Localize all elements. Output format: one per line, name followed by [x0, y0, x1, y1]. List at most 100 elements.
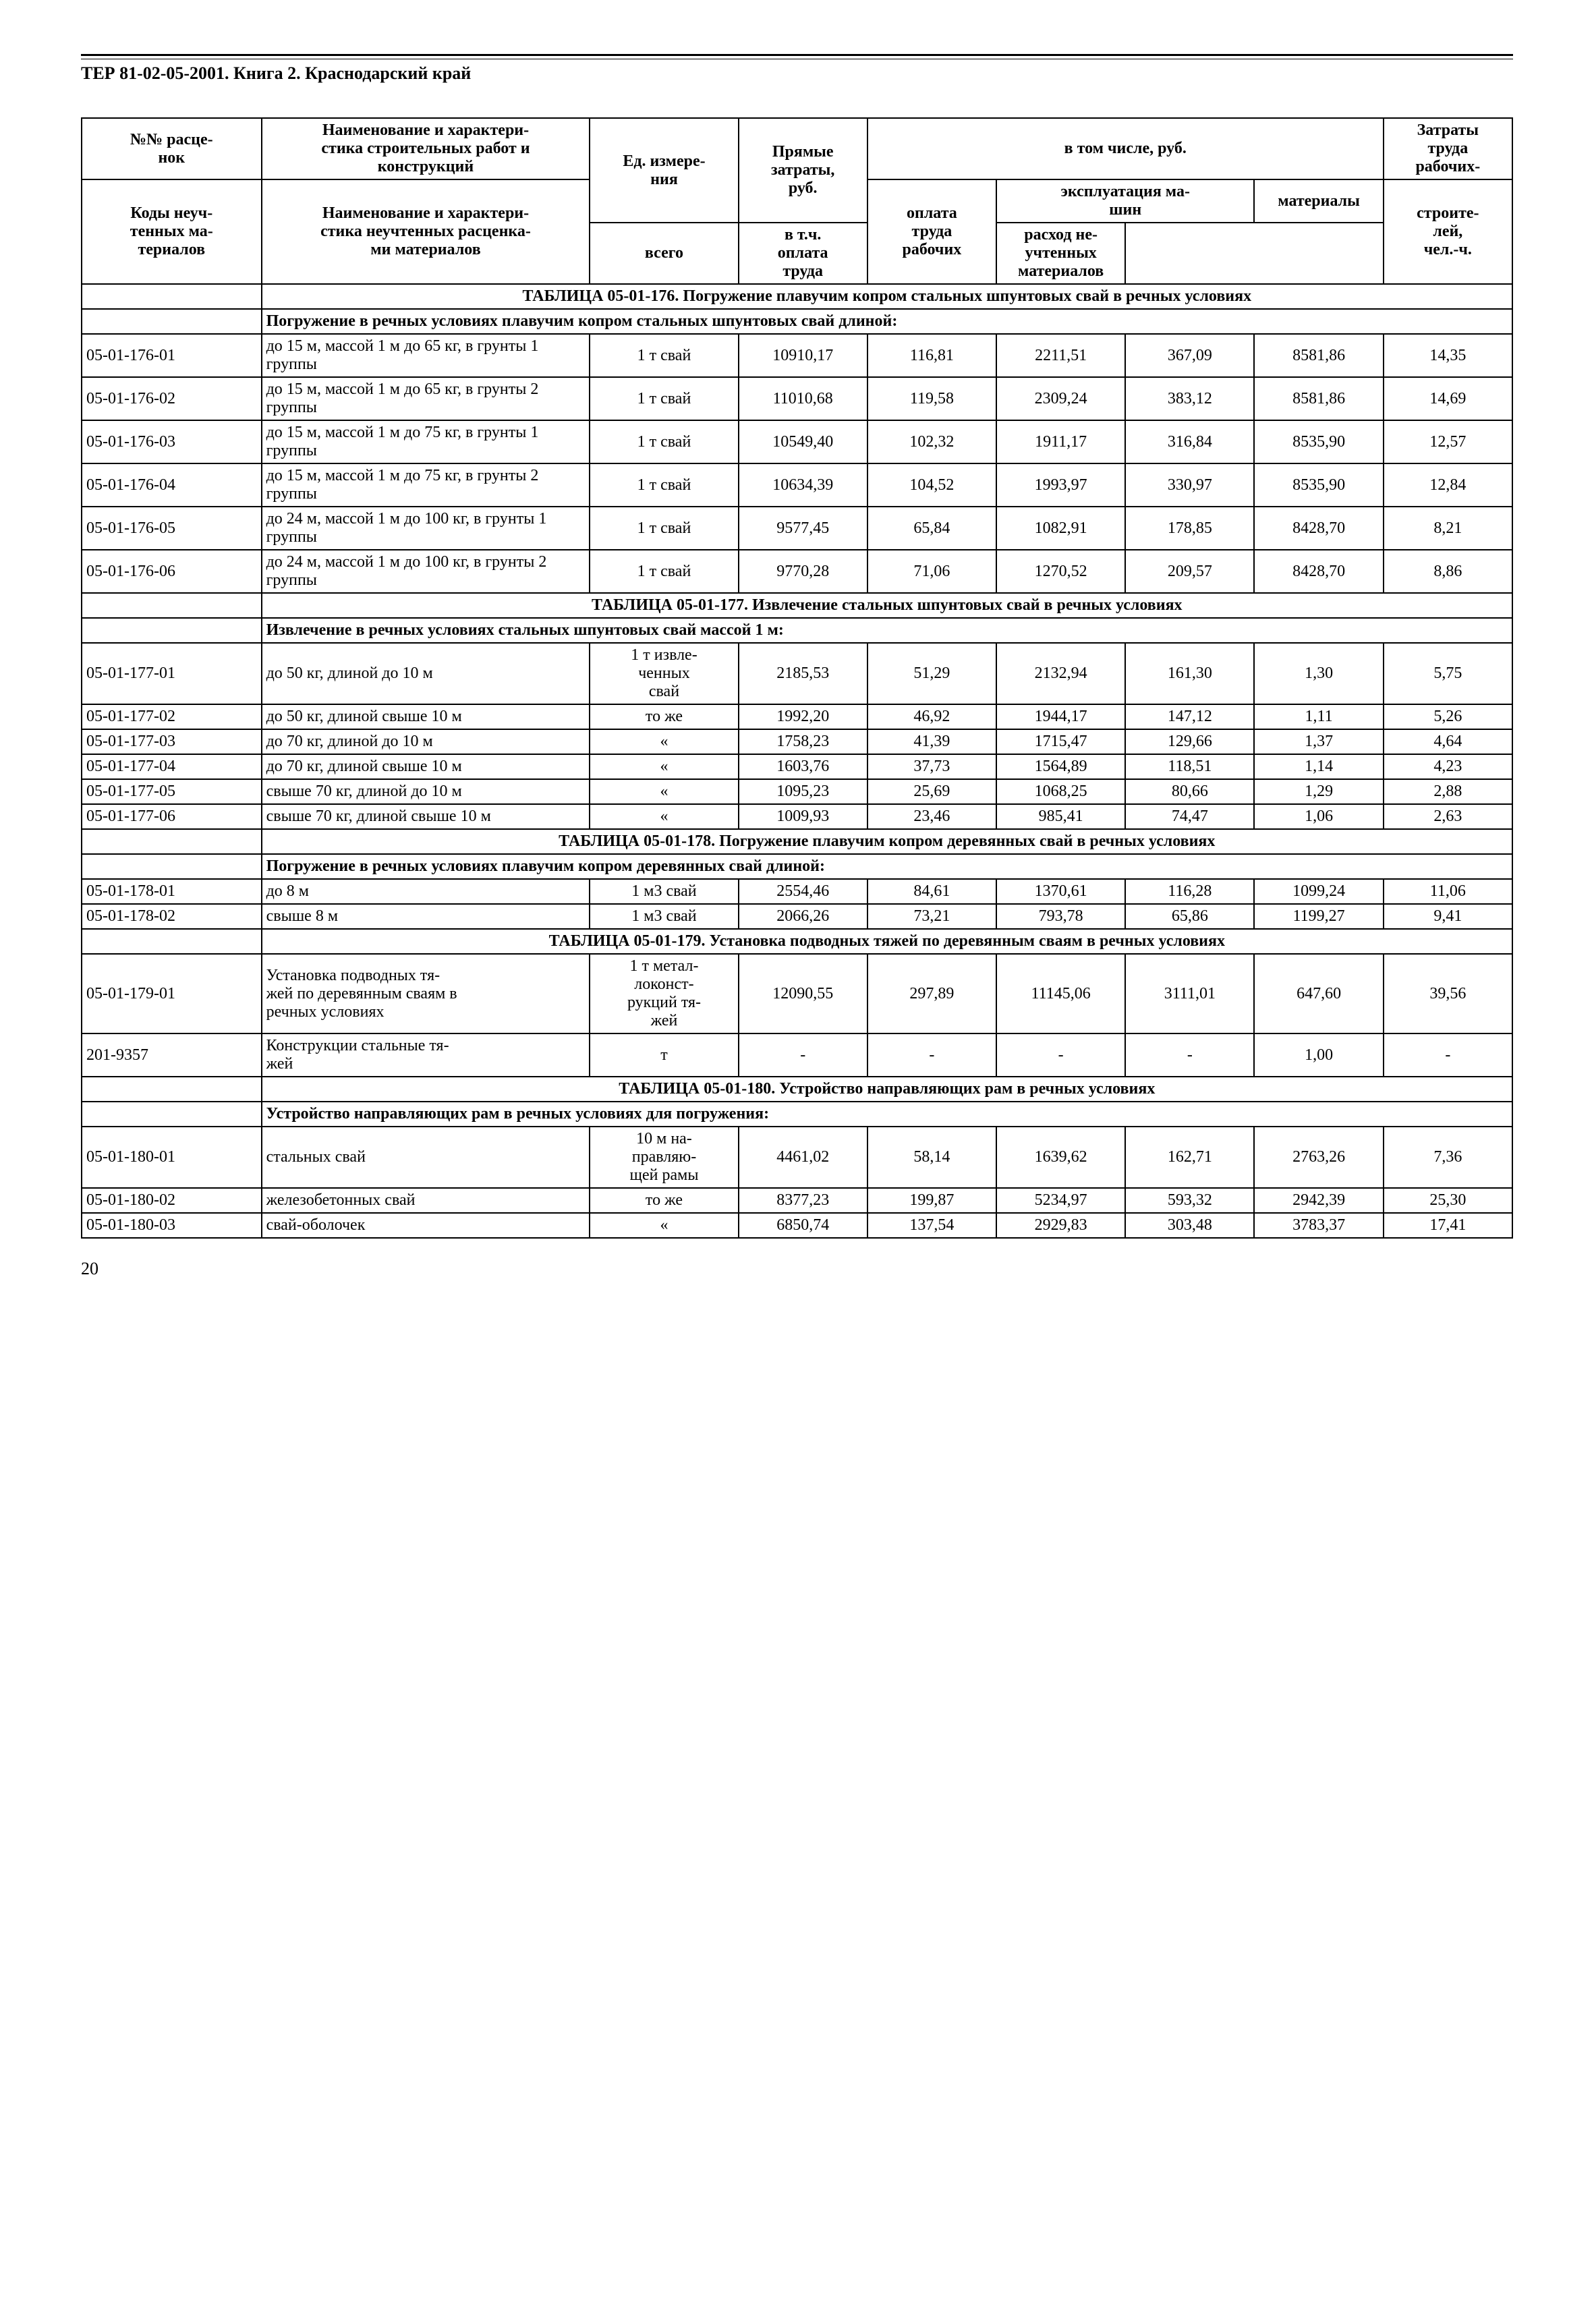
table-row: 05-01-176-02до 15 м, массой 1 м до 65 кг…	[82, 377, 1512, 420]
cell-value: 1993,97	[996, 463, 1125, 507]
table-row: 05-01-180-01стальных свай10 м на-правляю…	[82, 1127, 1512, 1188]
table-row: 05-01-177-01до 50 кг, длиной до 10 м1 т …	[82, 643, 1512, 704]
cell-value: 1715,47	[996, 729, 1125, 754]
h-code-a: №№ расце-нок	[82, 118, 262, 179]
cell-value: 12090,55	[739, 954, 867, 1033]
cell-value: 25,69	[867, 779, 996, 804]
cell-value: 1,06	[1254, 804, 1383, 829]
cell-value: 137,54	[867, 1213, 996, 1238]
cell-code: 05-01-180-01	[82, 1127, 262, 1188]
section-title: ТАБЛИЦА 05-01-179. Установка подводных т…	[262, 929, 1512, 954]
cell-value: 2132,94	[996, 643, 1125, 704]
section-title: ТАБЛИЦА 05-01-180. Устройство направляющ…	[262, 1077, 1512, 1102]
cell-value: 8428,70	[1254, 550, 1383, 593]
table-row: 05-01-177-06свыше 70 кг, длиной свыше 10…	[82, 804, 1512, 829]
cell-value: 39,56	[1384, 954, 1512, 1033]
cell-value: 1270,52	[996, 550, 1125, 593]
cell-value: 129,66	[1125, 729, 1254, 754]
cell-value: 14,69	[1384, 377, 1512, 420]
cell-desc: свыше 70 кг, длиной до 10 м	[262, 779, 590, 804]
h-labor-b: строите-лей,чел.-ч.	[1384, 179, 1512, 284]
table-row: 05-01-177-04до 70 кг, длиной свыше 10 м«…	[82, 754, 1512, 779]
cell-desc: Установка подводных тя-жей по деревянным…	[262, 954, 590, 1033]
cell-unit: «	[590, 729, 738, 754]
cell-value: 1199,27	[1254, 904, 1383, 929]
table-header: №№ расце-нок Наименование и характери-ст…	[82, 118, 1512, 284]
table-row: 05-01-176-01до 15 м, массой 1 м до 65 кг…	[82, 334, 1512, 377]
cell-code: 05-01-176-02	[82, 377, 262, 420]
cell-desc: до 24 м, массой 1 м до 100 кг, в грунты …	[262, 507, 590, 550]
cell-desc: до 15 м, массой 1 м до 75 кг, в грунты 2…	[262, 463, 590, 507]
cell-value: 1,00	[1254, 1033, 1383, 1077]
cell-value: 1603,76	[739, 754, 867, 779]
cell-value: 37,73	[867, 754, 996, 779]
cell-value: 73,21	[867, 904, 996, 929]
table-body: ТАБЛИЦА 05-01-176. Погружение плавучим к…	[82, 284, 1512, 1238]
table-row: 05-01-180-03свай-оболочек«6850,74137,542…	[82, 1213, 1512, 1238]
cell-code: 05-01-177-05	[82, 779, 262, 804]
cell-value: 7,36	[1384, 1127, 1512, 1188]
h-exp-group: эксплуатация ма-шин	[996, 179, 1254, 223]
cell-unit: «	[590, 1213, 738, 1238]
section-empty-cell	[82, 854, 262, 879]
cell-desc: до 24 м, массой 1 м до 100 кг, в грунты …	[262, 550, 590, 593]
cell-value: 1,14	[1254, 754, 1383, 779]
cell-value: 80,66	[1125, 779, 1254, 804]
cell-desc: стальных свай	[262, 1127, 590, 1188]
cell-value: 58,14	[867, 1127, 996, 1188]
cell-desc: до 70 кг, длиной свыше 10 м	[262, 754, 590, 779]
cell-desc: до 50 кг, длиной до 10 м	[262, 643, 590, 704]
cell-value: 8581,86	[1254, 334, 1383, 377]
cell-value: 2211,51	[996, 334, 1125, 377]
cell-value: 647,60	[1254, 954, 1383, 1033]
table-row: 05-01-178-02свыше 8 м1 м3 свай2066,2673,…	[82, 904, 1512, 929]
cell-code: 05-01-180-02	[82, 1188, 262, 1213]
h-desc-b: Наименование и характери-стика неучтенны…	[262, 179, 590, 284]
cell-unit: «	[590, 804, 738, 829]
cell-desc: до 15 м, массой 1 м до 65 кг, в грунты 1…	[262, 334, 590, 377]
cell-value: 1095,23	[739, 779, 867, 804]
cell-value: 593,32	[1125, 1188, 1254, 1213]
cell-value: 104,52	[867, 463, 996, 507]
cell-value: 84,61	[867, 879, 996, 904]
cell-value: 2,63	[1384, 804, 1512, 829]
cell-code: 05-01-176-01	[82, 334, 262, 377]
cell-code: 05-01-176-06	[82, 550, 262, 593]
cell-value: 5,26	[1384, 704, 1512, 729]
cell-code: 05-01-176-03	[82, 420, 262, 463]
cell-value: 11145,06	[996, 954, 1125, 1033]
cell-unit: «	[590, 754, 738, 779]
table-row: 05-01-176-06до 24 м, массой 1 м до 100 к…	[82, 550, 1512, 593]
cell-value: 1564,89	[996, 754, 1125, 779]
cell-value: 2763,26	[1254, 1127, 1383, 1188]
cell-value: 116,81	[867, 334, 996, 377]
cell-value: 297,89	[867, 954, 996, 1033]
cell-value: 8377,23	[739, 1188, 867, 1213]
h-labor-a: Затратытрударабочих-	[1384, 118, 1512, 179]
cell-value: -	[739, 1033, 867, 1077]
cell-code: 05-01-177-02	[82, 704, 262, 729]
cell-unit: 10 м на-правляю-щей рамы	[590, 1127, 738, 1188]
cell-value: 4461,02	[739, 1127, 867, 1188]
cell-value: 25,30	[1384, 1188, 1512, 1213]
cell-value: 330,97	[1125, 463, 1254, 507]
cell-value: -	[1125, 1033, 1254, 1077]
cell-value: 41,39	[867, 729, 996, 754]
cell-value: 1,29	[1254, 779, 1383, 804]
header-rule	[81, 54, 1513, 59]
cell-value: 71,06	[867, 550, 996, 593]
cell-unit: т	[590, 1033, 738, 1077]
cell-value: 65,86	[1125, 904, 1254, 929]
cell-value: 2929,83	[996, 1213, 1125, 1238]
cell-code: 05-01-177-04	[82, 754, 262, 779]
cell-value: 2185,53	[739, 643, 867, 704]
cell-value: 119,58	[867, 377, 996, 420]
cell-value: 1,37	[1254, 729, 1383, 754]
cell-code: 201-9357	[82, 1033, 262, 1077]
cell-unit: «	[590, 779, 738, 804]
section-title: ТАБЛИЦА 05-01-178. Погружение плавучим к…	[262, 829, 1512, 854]
cell-desc: свыше 70 кг, длиной свыше 10 м	[262, 804, 590, 829]
table-row: 201-9357Конструкции стальные тя-жейт----…	[82, 1033, 1512, 1077]
cell-value: 793,78	[996, 904, 1125, 929]
table-row: 05-01-178-01до 8 м1 м3 свай2554,4684,611…	[82, 879, 1512, 904]
